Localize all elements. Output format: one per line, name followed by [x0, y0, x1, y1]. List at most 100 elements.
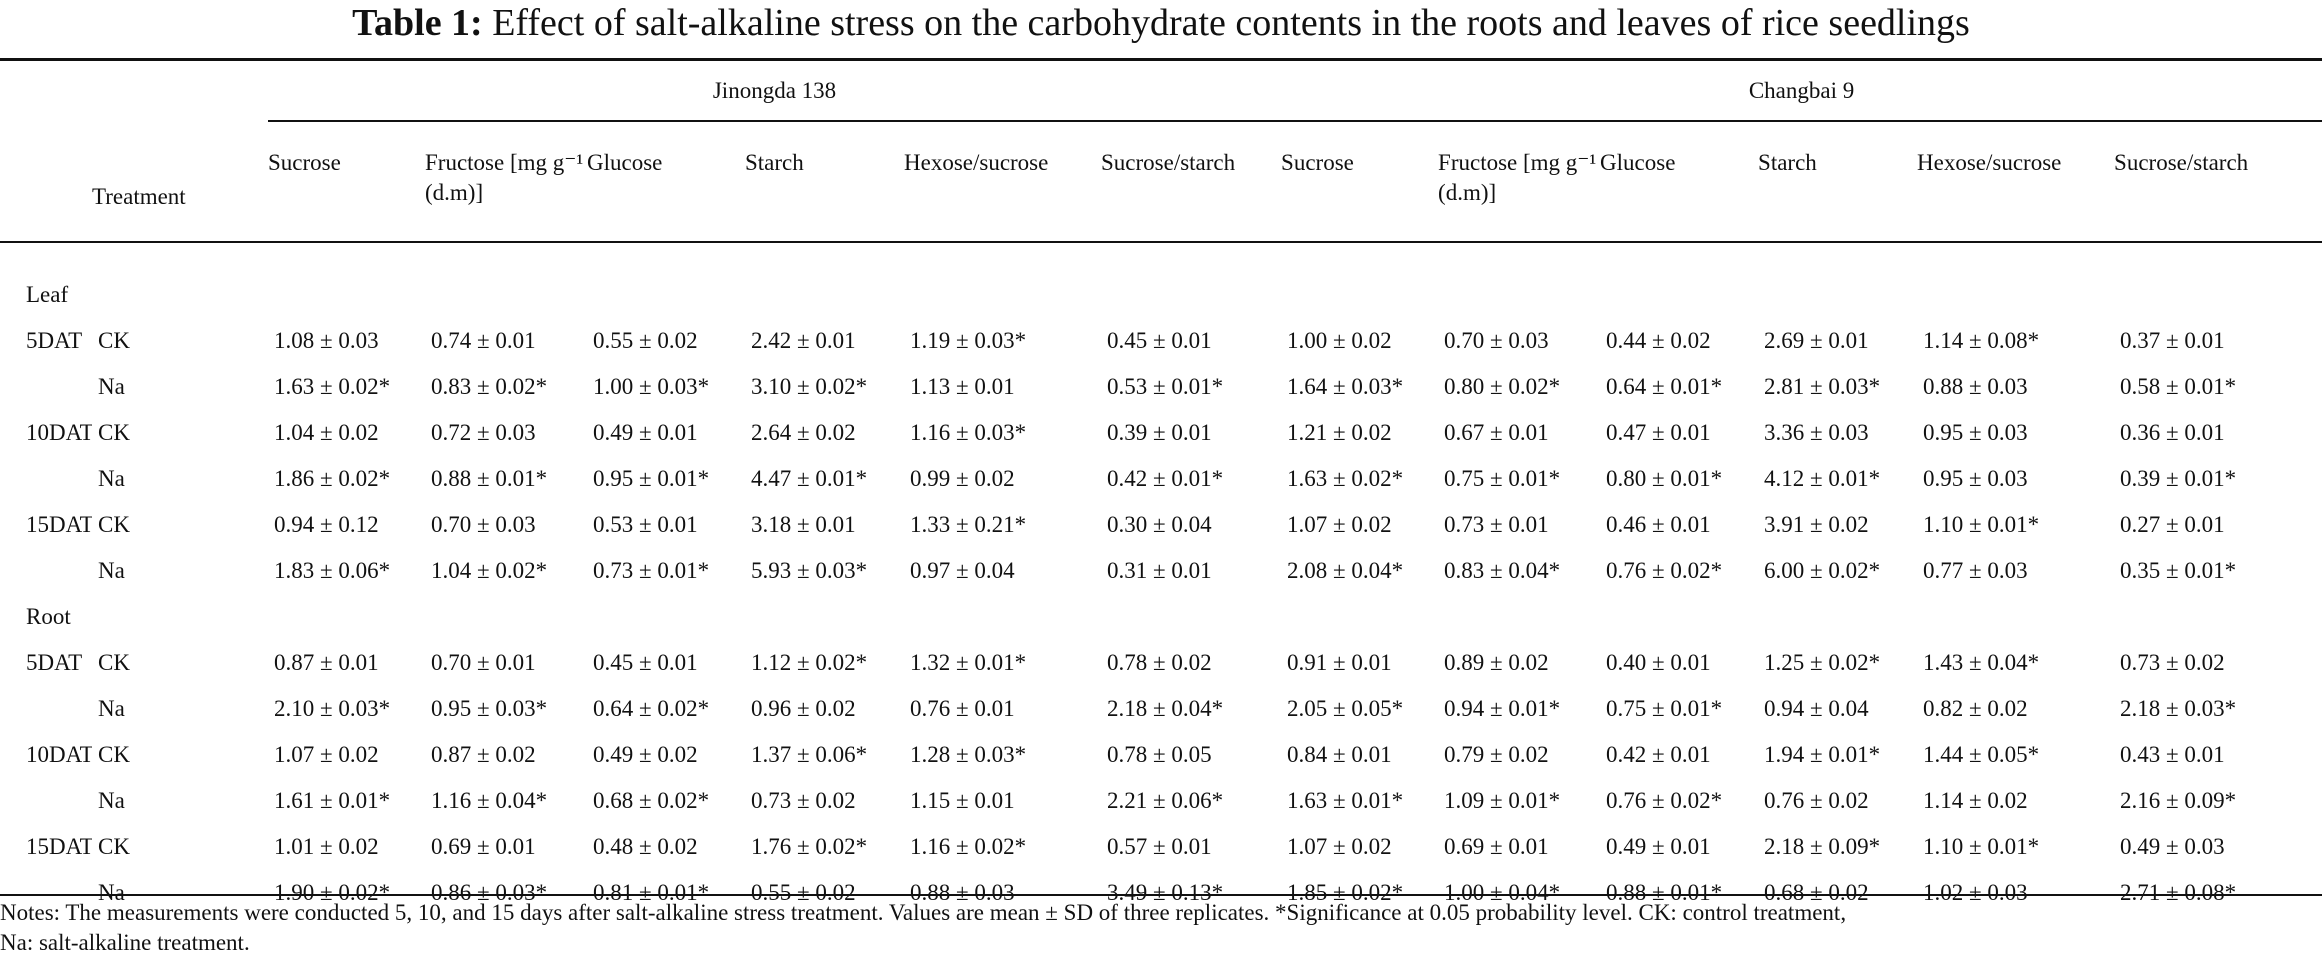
value-cell: 0.95 ± 0.03	[1923, 466, 2028, 491]
value-cell: 1.16 ± 0.03*	[910, 420, 1027, 445]
value-cell: 0.57 ± 0.01	[1107, 834, 1212, 859]
treatment-cell: CK	[98, 834, 130, 859]
table-row: Na 2.10 ± 0.03* 0.95 ± 0.03* 0.64 ± 0.02* 0.…	[0, 686, 2322, 732]
value-cell: 0.97 ± 0.04	[910, 558, 1015, 583]
value-cell: 0.39 ± 0.01*	[2120, 466, 2237, 491]
value-cell: 0.36 ± 0.01	[2120, 420, 2225, 445]
table-caption: Effect of salt-alkaline stress on the ca…	[492, 2, 1970, 44]
value-cell: 1.14 ± 0.08*	[1923, 328, 2040, 353]
value-cell: 0.69 ± 0.01	[431, 834, 536, 859]
day-cell	[0, 364, 92, 410]
value-cell: 1.33 ± 0.21*	[910, 512, 1027, 537]
value-cell: 1.94 ± 0.01*	[1764, 742, 1881, 767]
value-cell: 0.72 ± 0.03	[431, 420, 536, 445]
value-cell: 0.80 ± 0.02*	[1444, 374, 1561, 399]
day-cell: 15DAT	[26, 512, 92, 537]
day-cell	[0, 686, 92, 732]
column-header: Fructose [mg g⁻¹ (d.m)]	[1438, 150, 1597, 205]
treatment-cell: CK	[98, 328, 130, 353]
value-cell: 0.88 ± 0.03	[910, 880, 1015, 905]
day-cell: 10DAT	[26, 420, 92, 445]
value-cell: 2.18 ± 0.04*	[1107, 696, 1224, 721]
day-cell: 10DAT	[26, 742, 92, 767]
treatment-cell: CK	[98, 512, 130, 537]
value-cell: 0.68 ± 0.02	[1764, 880, 1869, 905]
value-cell: 2.16 ± 0.09*	[2120, 788, 2237, 813]
value-cell: 1.10 ± 0.01*	[1923, 512, 2040, 537]
value-cell: 0.74 ± 0.01	[431, 328, 536, 353]
value-cell: 2.69 ± 0.01	[1764, 328, 1869, 353]
column-header: Hexose/sucrose	[904, 150, 1049, 175]
value-cell: 0.78 ± 0.05	[1107, 742, 1212, 767]
value-cell: 0.83 ± 0.04*	[1444, 558, 1561, 583]
value-cell: 1.10 ± 0.01*	[1923, 834, 2040, 859]
value-cell: 2.05 ± 0.05*	[1287, 696, 1404, 721]
column-header: Starch	[1758, 150, 1817, 175]
value-cell: 0.80 ± 0.01*	[1606, 466, 1723, 491]
value-cell: 0.84 ± 0.01	[1287, 742, 1392, 767]
table-row: 15DAT CK 1.01 ± 0.02 0.69 ± 0.01 0.48 ± 0.02…	[0, 824, 2322, 870]
value-cell: 0.99 ± 0.02	[910, 466, 1015, 491]
value-cell: 0.76 ± 0.02	[1764, 788, 1869, 813]
value-cell: 0.89 ± 0.02	[1444, 650, 1549, 675]
value-cell: 0.45 ± 0.01	[593, 650, 698, 675]
treatment-cell: Na	[98, 466, 125, 491]
value-cell: 0.87 ± 0.02	[431, 742, 536, 767]
value-cell: 0.94 ± 0.12	[274, 512, 379, 537]
table-row: Na 1.63 ± 0.02* 0.83 ± 0.02* 1.00 ± 0.03* 3.…	[0, 364, 2322, 410]
corner-blank	[0, 62, 92, 121]
treatment-cell: Na	[98, 374, 125, 399]
table-row: 15DAT CK 0.94 ± 0.12 0.70 ± 0.03 0.53 ± 0.01…	[0, 502, 2322, 548]
treatment-cell: CK	[98, 420, 130, 445]
value-cell: 3.91 ± 0.02	[1764, 512, 1869, 537]
value-cell: 1.07 ± 0.02	[1287, 834, 1392, 859]
treatment-cell: Na	[98, 696, 125, 721]
value-cell: 1.00 ± 0.03*	[593, 374, 710, 399]
value-cell: 0.70 ± 0.03	[431, 512, 536, 537]
value-cell: 0.43 ± 0.01	[2120, 742, 2225, 767]
column-header: Sucrose	[1281, 150, 1354, 175]
column-header-row: Treatment Sucrose Fructose [mg g⁻¹ (d.m)]…	[0, 121, 2322, 272]
value-cell: 0.79 ± 0.02	[1444, 742, 1549, 767]
value-cell: 4.47 ± 0.01*	[751, 466, 868, 491]
value-cell: 1.09 ± 0.01*	[1444, 788, 1561, 813]
value-cell: 0.27 ± 0.01	[2120, 512, 2225, 537]
value-cell: 0.94 ± 0.04	[1764, 696, 1869, 721]
value-cell: 1.90 ± 0.02*	[274, 880, 391, 905]
blank-cell	[0, 121, 92, 272]
value-cell: 0.76 ± 0.02*	[1606, 558, 1723, 583]
value-cell: 0.96 ± 0.02	[751, 696, 856, 721]
value-cell: 0.64 ± 0.01*	[1606, 374, 1723, 399]
value-cell: 3.36 ± 0.03	[1764, 420, 1869, 445]
value-cell: 0.49 ± 0.02	[593, 742, 698, 767]
carbohydrate-table: Jinongda 138 Changbai 9 Treatment Sucros…	[0, 62, 2322, 916]
value-cell: 1.13 ± 0.01	[910, 374, 1015, 399]
value-cell: 0.40 ± 0.01	[1606, 650, 1711, 675]
value-cell: 3.10 ± 0.02*	[751, 374, 868, 399]
value-cell: 0.76 ± 0.01	[910, 696, 1015, 721]
day-cell: 5DAT	[26, 328, 83, 353]
value-cell: 1.07 ± 0.02	[274, 742, 379, 767]
value-cell: 0.82 ± 0.02	[1923, 696, 2028, 721]
section-label: Root	[26, 604, 71, 629]
table-body: Leaf 5DAT CK 1.08 ± 0.03 0.74 ± 0.01 0.55 ± 0…	[0, 272, 2322, 916]
day-cell: 15DAT	[26, 834, 92, 859]
value-cell: 0.48 ± 0.02	[593, 834, 698, 859]
column-header: Hexose/sucrose	[1917, 150, 2062, 175]
table-row: 10DAT CK 1.04 ± 0.02 0.72 ± 0.03 0.49 ± 0.01…	[0, 410, 2322, 456]
value-cell: 1.19 ± 0.03*	[910, 328, 1027, 353]
top-rule	[0, 58, 2322, 61]
value-cell: 1.43 ± 0.04*	[1923, 650, 2040, 675]
value-cell: 2.08 ± 0.04*	[1287, 558, 1404, 583]
value-cell: 0.91 ± 0.01	[1287, 650, 1392, 675]
value-cell: 2.21 ± 0.06*	[1107, 788, 1224, 813]
value-cell: 1.44 ± 0.05*	[1923, 742, 2040, 767]
value-cell: 0.88 ± 0.03	[1923, 374, 2028, 399]
treatment-cell: CK	[98, 742, 130, 767]
variety-header-jinongda: Jinongda 138	[268, 62, 1282, 122]
value-cell: 1.14 ± 0.02	[1923, 788, 2028, 813]
value-cell: 0.64 ± 0.02*	[593, 696, 710, 721]
bottom-rule	[0, 894, 2322, 896]
value-cell: 0.95 ± 0.03	[1923, 420, 2028, 445]
value-cell: 1.07 ± 0.02	[1287, 512, 1392, 537]
